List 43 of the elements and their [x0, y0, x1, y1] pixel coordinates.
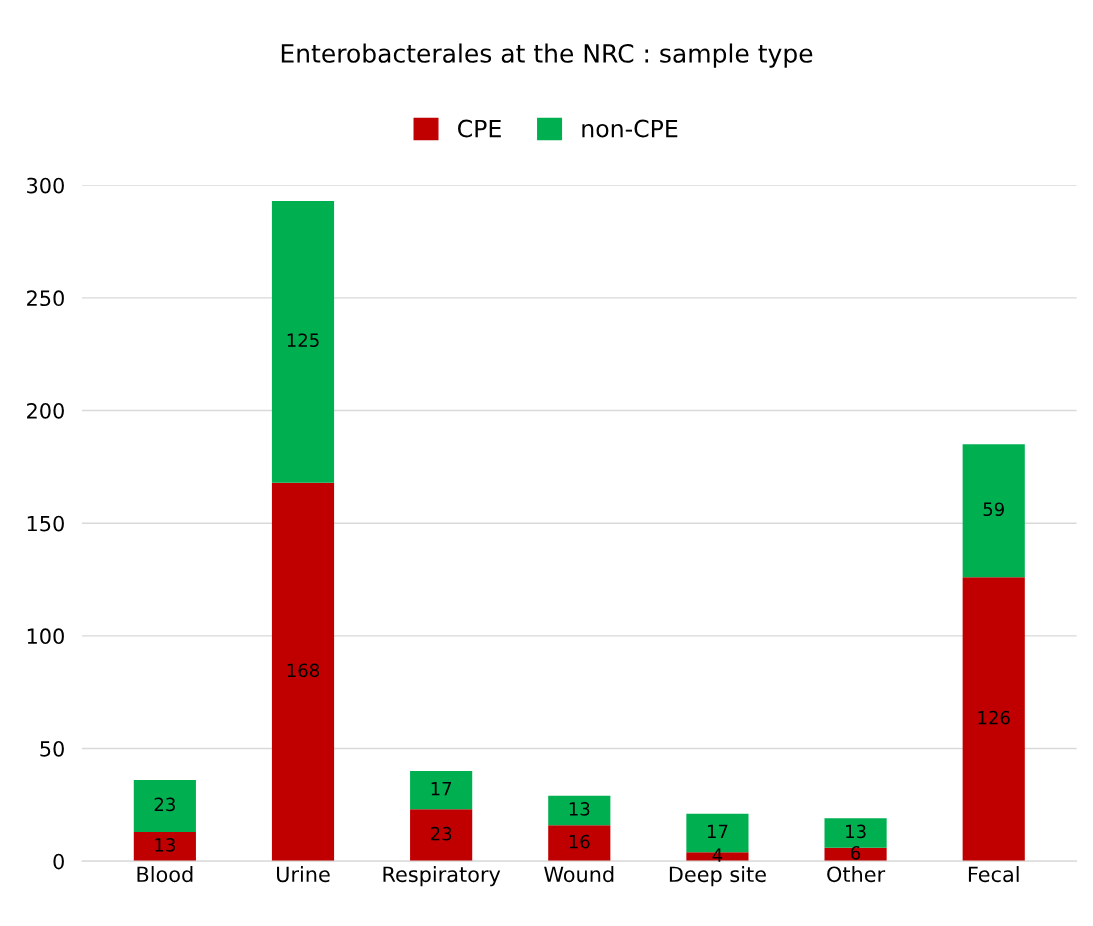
- data-label: 59: [983, 502, 1004, 517]
- data-label: 13: [846, 824, 866, 839]
- data-label: 125: [287, 333, 319, 348]
- y-tick-label: 50: [40, 740, 64, 757]
- data-label: 16: [569, 834, 590, 849]
- data-label: 6: [851, 846, 861, 860]
- data-label: 168: [287, 663, 319, 678]
- bar: [548, 825, 611, 862]
- bar: [410, 809, 473, 862]
- y-tick-label: 0: [53, 853, 64, 870]
- bar: [962, 444, 1025, 578]
- bar: [271, 482, 335, 862]
- data-label: 13: [569, 802, 590, 816]
- y-tick-label: 150: [27, 515, 64, 532]
- data-label: 17: [707, 824, 728, 838]
- bar: [133, 831, 196, 862]
- x-tick-label: Fecal: [968, 866, 1019, 883]
- x-tick-label: Blood: [137, 866, 193, 883]
- data-label: 23: [430, 826, 452, 841]
- x-tick-label: Urine: [277, 866, 330, 883]
- y-tick-label: 200: [27, 402, 64, 419]
- x-tick-label: Wound: [544, 866, 614, 883]
- bar: [133, 780, 196, 832]
- y-tick-label: 100: [27, 628, 64, 645]
- bar: [548, 795, 611, 826]
- data-label: 17: [431, 782, 452, 796]
- data-label: 13: [155, 838, 175, 852]
- x-tick-label: Other: [827, 866, 886, 883]
- bar: [962, 577, 1025, 862]
- chart-title: Enterobacterales at the NRC : sample type: [281, 43, 813, 68]
- bar: [271, 200, 335, 483]
- x-tick-label: Deep site: [669, 866, 766, 887]
- y-tick-label: 300: [27, 177, 64, 194]
- data-label: 23: [154, 797, 175, 812]
- bar: [410, 771, 473, 810]
- bar: [824, 818, 887, 848]
- data-label: 4: [712, 848, 723, 862]
- x-tick-label: Respiratory: [383, 866, 501, 887]
- data-label: 126: [978, 710, 1010, 725]
- bar: [824, 847, 887, 862]
- legend-label: CPE: [458, 119, 501, 138]
- legend-label: non-CPE: [582, 119, 678, 138]
- y-tick-label: 250: [27, 290, 64, 307]
